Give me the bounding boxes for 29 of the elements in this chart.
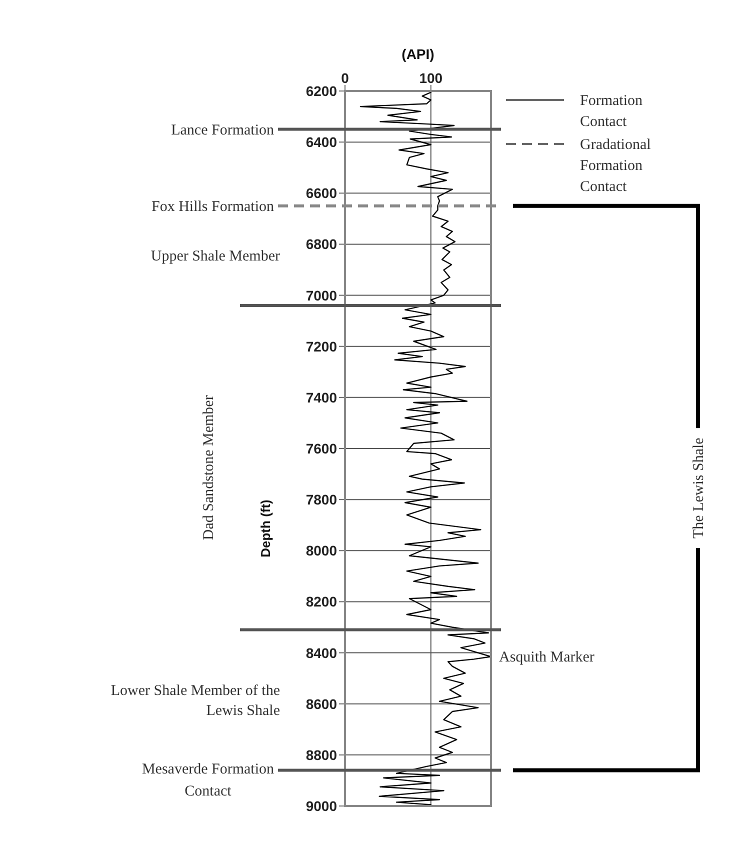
y-tick-label: 7800: [306, 492, 338, 508]
text: Gradational Formation Contact: [580, 137, 651, 195]
y-tick-label: 7400: [306, 389, 338, 406]
y-tick-label: 6400: [306, 134, 338, 150]
y-tick-label: 7200: [306, 338, 338, 354]
text: Lower Shale Member of the Lewis Shale: [110, 683, 280, 720]
y-tick-label: 7000: [306, 287, 338, 304]
y-tick-label: 7600: [306, 440, 338, 456]
x-axis-title: (API): [402, 46, 434, 62]
y-tick-label: 6800: [306, 236, 338, 252]
x-tick-label: 100: [419, 70, 443, 86]
annotation: Asquith Marker: [499, 650, 594, 666]
y-tick-label: 8400: [306, 644, 338, 661]
y-axis-title: Depth (ft): [258, 500, 273, 558]
ref-line-label: Lance Formation: [171, 122, 274, 138]
y-tick-label: 6600: [306, 185, 338, 202]
y-tick-label: 9000: [306, 798, 338, 814]
text: Formation Contact: [580, 93, 643, 130]
ref-line-label: Fox Hills Formation: [151, 198, 274, 215]
y-tick-label: 8600: [306, 696, 338, 712]
y-tick-label: 8800: [306, 746, 338, 763]
text: Upper Shale Member: [150, 248, 280, 265]
text: The Lewis Shale: [691, 437, 707, 538]
y-tick-label: 8000: [306, 542, 338, 559]
text: Dad Sandstone Member: [201, 395, 217, 540]
y-tick-label: 8200: [306, 594, 338, 610]
ref-line-label: Mesaverde Formation Contact: [142, 761, 275, 800]
y-tick-label: 6200: [306, 82, 338, 99]
x-tick-label: 0: [341, 70, 350, 86]
